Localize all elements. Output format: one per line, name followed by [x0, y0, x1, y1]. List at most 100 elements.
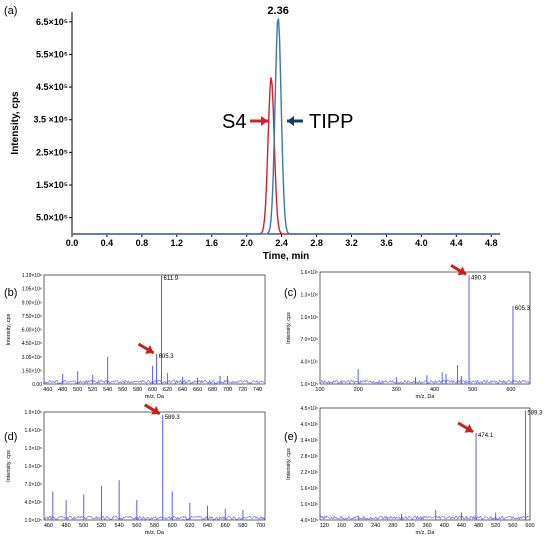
arrow-tipp-head: [287, 116, 294, 126]
y-tick-label-a: 6.5×10⁵: [36, 17, 68, 27]
x-tick-label-d: 620: [185, 523, 194, 529]
x-tick-label-a: 4.4: [450, 238, 463, 248]
baseline-d: [43, 515, 266, 521]
x-tick-label-e: 600: [525, 523, 534, 529]
series-tipp: [72, 18, 500, 235]
y-tick-label-a: 2.5×10⁵: [36, 147, 68, 157]
x-tick-label-a: 0.0: [66, 238, 79, 248]
y-tick-label-e: 2.8×10⁶: [301, 454, 319, 460]
arrow-s4-head: [261, 116, 268, 126]
x-tick-label-b: 480: [58, 387, 67, 393]
x-axis-label-e: m/z, Da: [416, 530, 436, 536]
arrow-d-head: [151, 405, 160, 415]
x-tick-label-b: 500: [73, 387, 82, 393]
y-axis-label-b: Intensity, cps: [6, 313, 12, 345]
y-tick-label-e: 4.0×10⁵: [300, 518, 318, 524]
x-tick-label-d: 640: [203, 523, 212, 529]
y-axis-label-c: Intensity, cps: [286, 312, 292, 344]
y-tick-label-c: 1.0×10⁵: [300, 382, 318, 388]
y-tick-label-b: 4.50×10⁵: [22, 341, 42, 347]
y-tick-label-c: 1.6×10⁶: [301, 270, 319, 276]
y-tick-label-c: 7.0×10⁵: [300, 337, 318, 343]
baseline-b: [43, 379, 265, 385]
arrow-b-head: [145, 345, 154, 354]
arrow-e-head: [464, 423, 474, 433]
x-tick-label-b: 740: [253, 387, 262, 393]
x-tick-label-d: 460: [44, 523, 53, 529]
x-axis-label-a: Time, min: [263, 251, 310, 262]
baseline-e: [319, 515, 530, 521]
x-tick-label-b: 560: [118, 387, 127, 393]
x-tick-label-b: 660: [193, 387, 202, 393]
y-tick-label-d: 1.3×10⁶: [25, 446, 43, 452]
y-tick-label-d: 1.0×10⁶: [25, 464, 43, 470]
x-tick-label-a: 1.2: [171, 238, 184, 248]
x-tick-label-d: 700: [256, 523, 265, 529]
y-tick-label-b: 3.00×10⁵: [22, 355, 42, 361]
y-tick-label-c: 1.0×10⁶: [301, 315, 319, 321]
x-tick-label-a: 4.8: [485, 238, 498, 248]
peak-label-b: 611.9: [164, 276, 179, 282]
plot-frame-c: [319, 271, 531, 385]
x-tick-label-e: 240: [371, 523, 380, 529]
x-tick-label-e: 200: [354, 523, 363, 529]
x-tick-label-b: 700: [223, 387, 232, 393]
x-tick-label-c: 300: [392, 387, 401, 393]
x-tick-label-d: 540: [115, 523, 124, 529]
x-tick-label-b: 520: [88, 387, 97, 393]
x-tick-label-c: 200: [354, 387, 363, 393]
y-tick-label-e: 3.4×10⁶: [301, 438, 319, 444]
x-tick-label-d: 680: [238, 523, 247, 529]
peak-label-a: 2.36: [267, 5, 288, 17]
y-tick-label-d: 1.0×10⁵: [24, 518, 42, 524]
y-axis-label-d: Intensity, cps: [6, 450, 12, 482]
x-tick-label-e: 160: [337, 523, 346, 529]
x-tick-label-b: 620: [163, 387, 172, 393]
y-tick-label-b: 6.00×10⁵: [22, 328, 42, 334]
y-tick-label-a: 4.5×10⁵: [36, 82, 68, 92]
x-tick-label-a: 2.4: [275, 238, 288, 248]
x-tick-label-e: 360: [423, 523, 432, 529]
annotation-s4: S4: [222, 111, 246, 133]
x-tick-label-a: 1.6: [205, 238, 218, 248]
y-tick-label-c: 1.3×10⁶: [301, 292, 319, 298]
x-tick-label-e: 560: [508, 523, 517, 529]
panel-label-c: (c): [284, 287, 297, 299]
peak-label-c: 490.3: [471, 275, 487, 281]
x-axis-label-c: m/z, Da: [416, 394, 436, 400]
peak-label-c: 605.3: [515, 306, 531, 312]
x-axis-label-d: m/z, Da: [145, 530, 165, 536]
x-tick-label-b: 460: [43, 387, 52, 393]
y-tick-label-a: 5.0×10⁵: [36, 213, 68, 223]
y-tick-label-e: 4.0×10⁶: [301, 422, 319, 428]
x-tick-label-d: 500: [79, 523, 88, 529]
x-tick-label-a: 0.8: [136, 238, 149, 248]
y-tick-label-d: 4.0×10⁵: [24, 500, 42, 506]
y-tick-label-b: 9.00×10⁵: [22, 300, 42, 306]
y-tick-label-a: 1.5×10⁵: [36, 180, 68, 190]
x-tick-label-b: 640: [178, 387, 187, 393]
peak-label-e: 474.1: [478, 433, 494, 439]
x-tick-label-e: 120: [320, 523, 329, 529]
x-tick-label-c: 100: [315, 387, 324, 393]
x-tick-label-d: 600: [168, 523, 177, 529]
y-tick-label-e: 1.0×10⁶: [301, 502, 319, 508]
y-tick-label-a: 5.5×10⁵: [36, 49, 68, 59]
x-tick-label-a: 4.0: [415, 238, 428, 248]
y-tick-label-e: 4.5×10⁶: [301, 406, 319, 412]
panel-label-d: (d): [4, 431, 17, 443]
x-tick-label-c: 400: [430, 387, 439, 393]
y-tick-label-e: 1.6×10⁶: [301, 486, 319, 492]
y-tick-label-e: 2.2×10⁶: [301, 470, 319, 476]
arrow-c-head: [457, 266, 467, 276]
plot-frame-e: [319, 407, 531, 521]
y-tick-label-b: 0.00: [32, 382, 42, 388]
x-tick-label-d: 520: [97, 523, 106, 529]
y-axis-label-e: Intensity, cps: [286, 448, 292, 480]
y-tick-label-d: 7.0×10⁵: [24, 482, 42, 488]
x-tick-label-b: 720: [238, 387, 247, 393]
x-tick-label-e: 480: [474, 523, 483, 529]
x-tick-label-c: 500: [468, 387, 477, 393]
y-tick-label-b: 7.50×10⁵: [22, 314, 42, 320]
